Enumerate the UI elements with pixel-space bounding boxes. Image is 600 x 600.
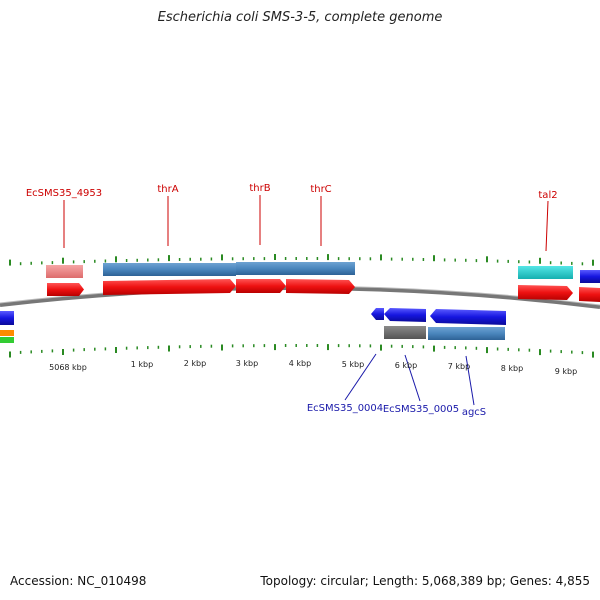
gene-box-right-edge[interactable] — [580, 270, 600, 283]
gene-box-thrb[interactable] — [236, 262, 286, 275]
gene-label-thrc[interactable]: thrC — [310, 184, 331, 195]
forward-gene-labels: EcSMS35_4953 thrA thrB thrC tal2 — [26, 183, 558, 201]
scale-label: 1 kbp — [131, 360, 153, 369]
scale-label: 7 kbp — [448, 362, 470, 371]
scale-label: 2 kbp — [184, 359, 206, 368]
gene-label-ecsms35-4953[interactable]: EcSMS35_4953 — [26, 188, 102, 199]
gene-label-thrb[interactable]: thrB — [249, 183, 270, 194]
scale-label: 9 kbp — [555, 367, 577, 376]
cds-arrow-ecsms35-0005[interactable] — [384, 308, 426, 322]
cds-arrow-agcs[interactable] — [430, 309, 506, 325]
cds-arrow-right-edge[interactable] — [579, 287, 600, 302]
gene-box-thrc[interactable] — [286, 262, 355, 275]
gene-box-agcs[interactable] — [428, 327, 505, 340]
scale-label: 3 kbp — [236, 359, 258, 368]
reverse-leader-lines — [344, 353, 475, 406]
cds-arrow-thra[interactable] — [103, 279, 236, 295]
cds-arrow-tal2[interactable] — [518, 285, 573, 300]
cds-arrow-thrb[interactable] — [236, 279, 286, 293]
scale-label: 5068 kbp — [49, 363, 87, 372]
scale-label: 8 kbp — [501, 364, 523, 373]
lower-tick-ruler — [9, 344, 594, 358]
genome-summary: Topology: circular; Length: 5,068,389 bp… — [260, 574, 590, 588]
scale-label: 5 kbp — [342, 360, 364, 369]
gene-box-tal2[interactable] — [518, 266, 573, 279]
gene-box-ecsms35-0005[interactable] — [384, 326, 426, 339]
scale-labels: 5068 kbp 1 kbp 2 kbp 3 kbp 4 kbp 5 kbp 6… — [49, 359, 577, 376]
gene-label-ecsms35-0005[interactable]: EcSMS35_0005 — [383, 404, 459, 415]
scale-label: 4 kbp — [289, 359, 311, 368]
cds-arrow-ecsms35-4953[interactable] — [47, 283, 84, 296]
gene-label-ecsms35-0004[interactable]: EcSMS35_0004 — [307, 403, 383, 414]
gene-label-thra[interactable]: thrA — [157, 184, 178, 195]
gene-box-ecsms35-4953[interactable] — [46, 265, 83, 278]
reverse-gene-labels: EcSMS35_0004 EcSMS35_0005 agcS — [307, 403, 486, 418]
accession-label: Accession: NC_010498 — [10, 574, 147, 588]
gene-box-left-edge-green[interactable] — [0, 337, 14, 343]
forward-leader-lines — [63, 195, 549, 252]
cds-arrow-thrc[interactable] — [286, 279, 355, 294]
cds-arrow-ecsms35-0004[interactable] — [371, 308, 384, 320]
reverse-cds-left-edge[interactable] — [0, 311, 14, 325]
gene-box-left-edge-orange[interactable] — [0, 330, 14, 336]
scale-label: 6 kbp — [395, 361, 417, 370]
gene-label-agcs[interactable]: agcS — [462, 407, 486, 418]
gene-box-thra[interactable] — [103, 263, 236, 276]
gene-label-tal2[interactable]: tal2 — [538, 190, 557, 201]
map-title: Escherichia coli SMS-3-5, complete genom… — [157, 10, 443, 25]
upper-tick-ruler — [9, 254, 594, 266]
